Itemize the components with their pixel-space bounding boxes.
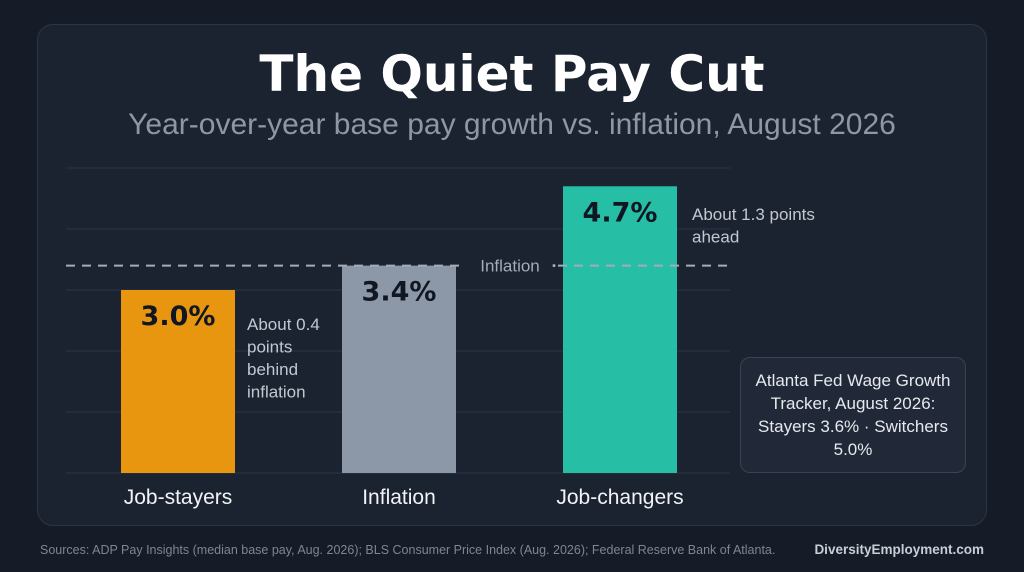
annotation-job-changers: About 1.3 points ahead xyxy=(692,205,815,247)
atlanta-fed-callout: Atlanta Fed Wage Growth Tracker, August … xyxy=(740,357,966,473)
value-label: 3.0% xyxy=(141,301,216,332)
reference-line-dot xyxy=(552,264,556,268)
value-label: 3.4% xyxy=(362,277,437,308)
category-label: Job-stayers xyxy=(124,486,233,509)
category-label: Inflation xyxy=(362,486,436,509)
chart-subtitle: Year-over-year base pay growth vs. infla… xyxy=(128,108,896,141)
chart-title: The Quiet Pay Cut xyxy=(259,45,765,103)
brand-link[interactable]: DiversityEmployment.com xyxy=(814,542,984,557)
category-label: Job-changers xyxy=(556,486,683,509)
sources-note: Sources: ADP Pay Insights (median base p… xyxy=(40,543,776,557)
annotation-job-stayers: About 0.4 points behind inflation xyxy=(247,315,320,402)
value-label: 4.7% xyxy=(583,197,658,228)
bar-job-stayers xyxy=(121,290,235,473)
inflation-reference-label: Inflation xyxy=(480,257,540,276)
bar-job-changers xyxy=(563,186,677,474)
bar-inflation xyxy=(342,265,456,473)
